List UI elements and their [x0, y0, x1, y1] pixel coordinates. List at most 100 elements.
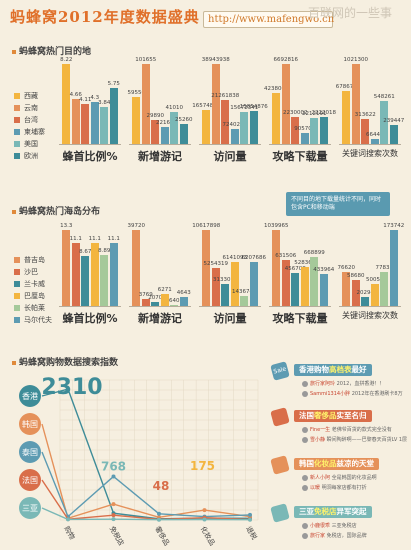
- bar-group-4: 76620 58680 20294 50058 77835 173742: [335, 218, 405, 307]
- bar-value-label: 1021300: [343, 57, 369, 63]
- bar: [361, 119, 370, 144]
- bar-value-label: 11.1: [107, 235, 120, 242]
- comment-user[interactable]: 旅行家: [310, 533, 327, 539]
- comment-user[interactable]: Fine一生: [310, 427, 332, 433]
- user-comment: Fine一生 老佛爷百货的款式完全没有: [302, 426, 392, 434]
- series-line-4: [41, 507, 251, 521]
- bar: [202, 230, 211, 306]
- baseline: [59, 144, 121, 145]
- bar: [90, 242, 99, 306]
- title-part: 高档表: [329, 365, 352, 374]
- legend-label: 美国: [24, 140, 38, 148]
- bar: [160, 294, 169, 306]
- bar-value-label: 640: [169, 297, 180, 304]
- group-label: 蜂首比例%: [62, 150, 118, 163]
- user-comment: Sammi1314小胖 2012年在香港刷卡8万: [302, 390, 403, 398]
- bar: [319, 274, 328, 306]
- legend-swatch: [14, 117, 20, 123]
- title-part: 韩国: [299, 459, 314, 468]
- group-label: 访问量: [213, 150, 247, 163]
- bar: [272, 230, 281, 306]
- shopping-sidebar: Sale 香港购物高档表最好 旅行家阿玲 2012，血拼香港！！ Sammi1314小…: [270, 360, 410, 548]
- bar: [240, 295, 249, 306]
- legend-swatch: [14, 257, 20, 263]
- bar: [380, 271, 389, 306]
- group-label: 新增游记: [138, 150, 182, 163]
- data-point: [111, 513, 116, 518]
- legend-swatch: [14, 281, 20, 287]
- sidebar-card-0: Sale 香港购物高档表最好 旅行家阿玲 2012，血拼香港！！ Sammi1314小…: [270, 360, 410, 404]
- site-url[interactable]: http://www.mafengwo.cn: [203, 11, 334, 28]
- bar-group-4: 678670 1021300 313622 66449 548261 239447: [335, 52, 405, 145]
- legend-item-5: 马尔代夫: [14, 314, 52, 326]
- bar-value-label: 173742: [383, 223, 405, 229]
- data-point: [248, 517, 252, 522]
- bar: [310, 257, 319, 306]
- section2-chart: 13.3 11.1 8.67 11.1 8.89 11.1 蜂首比例% 39720 3769 20…: [55, 218, 405, 336]
- bar: [90, 102, 99, 144]
- bar: [291, 117, 300, 144]
- user-comment: 小鹿很乖 三亚免税店: [302, 522, 357, 530]
- comment-text: 明洞每家店都有打折: [321, 485, 367, 491]
- bar-value-label: 59550: [127, 90, 146, 97]
- avatar: [302, 380, 308, 387]
- avatar: [302, 390, 308, 397]
- comment-text: 2012，血拼香港！！: [336, 381, 385, 387]
- annotation-label: 48: [153, 479, 170, 493]
- bar-value-label: 5.75: [107, 81, 120, 88]
- section1-legend: 西藏 云南 台湾 柬埔寨 美国 欧洲: [14, 90, 45, 162]
- legend-label: 柬埔寨: [24, 128, 45, 136]
- legend-item-2: 台湾: [14, 114, 45, 126]
- bar-group-2: 16574856 38943938 21261838 7240290 15672341 1…: [192, 52, 268, 145]
- bar-value-label: 38943938: [201, 57, 230, 63]
- bar: [389, 230, 398, 306]
- baseline: [339, 306, 401, 307]
- comment-user[interactable]: 以暖: [310, 485, 322, 491]
- baseline: [339, 144, 401, 145]
- bar: [211, 268, 220, 306]
- bar: [141, 298, 150, 306]
- bar: [221, 100, 230, 144]
- bar-value-label: 10617898: [192, 223, 221, 229]
- comment-user[interactable]: 旅行家阿玲: [310, 381, 337, 387]
- bar-value-label: 4.3: [90, 95, 100, 102]
- bar-value-label: 668899: [303, 250, 325, 257]
- bar-value-label: 101655: [135, 57, 157, 63]
- bar-value-label: 11.1: [69, 235, 82, 242]
- sidebar-card-title: 韩国化妆品兹凉的天堂: [294, 458, 379, 470]
- comment-user[interactable]: 小鹿很乖: [310, 523, 332, 529]
- series-line-3: [41, 479, 251, 521]
- title-part: 兹凉的天堂: [336, 459, 375, 468]
- comment-text: 2012年在香港刷卡8万: [351, 391, 403, 397]
- region-circle: [19, 413, 41, 435]
- title-part: 最好: [351, 365, 367, 374]
- group-label: 新增游记: [138, 312, 182, 325]
- avatar: [302, 436, 308, 443]
- title-part: 异军突起: [336, 507, 367, 516]
- page-title: 蚂蜂窝2012年度数据盛典: [10, 8, 200, 26]
- legend-swatch: [14, 269, 20, 275]
- section2-legend: 普吉岛 沙巴 兰卡威 巴厘岛 长帕莱 马尔代夫: [14, 254, 52, 326]
- bar: [300, 267, 309, 306]
- comment-user[interactable]: Sammi1314小胖: [310, 391, 352, 397]
- legend-item-3: 柬埔寨: [14, 126, 45, 138]
- legend-label: 马尔代夫: [24, 316, 52, 324]
- region-label: 三亚: [22, 504, 38, 513]
- comment-text: 三亚免税店: [331, 523, 357, 529]
- comment-user[interactable]: 雪小静: [310, 437, 327, 443]
- bar: [291, 272, 300, 306]
- avatar: [302, 532, 308, 539]
- bar-group-1: 39720 3769 2070 6271 640 4643: [125, 218, 195, 307]
- bar-value-label: 2230002: [283, 110, 308, 117]
- bar-value-label: 4.11: [79, 97, 92, 103]
- bar: [230, 129, 239, 144]
- bar-value-label: 456708: [284, 265, 306, 272]
- legend-label: 兰卡威: [24, 280, 45, 288]
- legend-item-1: 云南: [14, 102, 45, 114]
- title-part: 化妆品: [314, 459, 337, 468]
- bar: [179, 297, 188, 306]
- comment-user[interactable]: 新人小阿: [310, 475, 332, 481]
- legend-item-1: 沙巴: [14, 266, 52, 278]
- series-line-1: [41, 423, 251, 520]
- bar: [100, 106, 109, 144]
